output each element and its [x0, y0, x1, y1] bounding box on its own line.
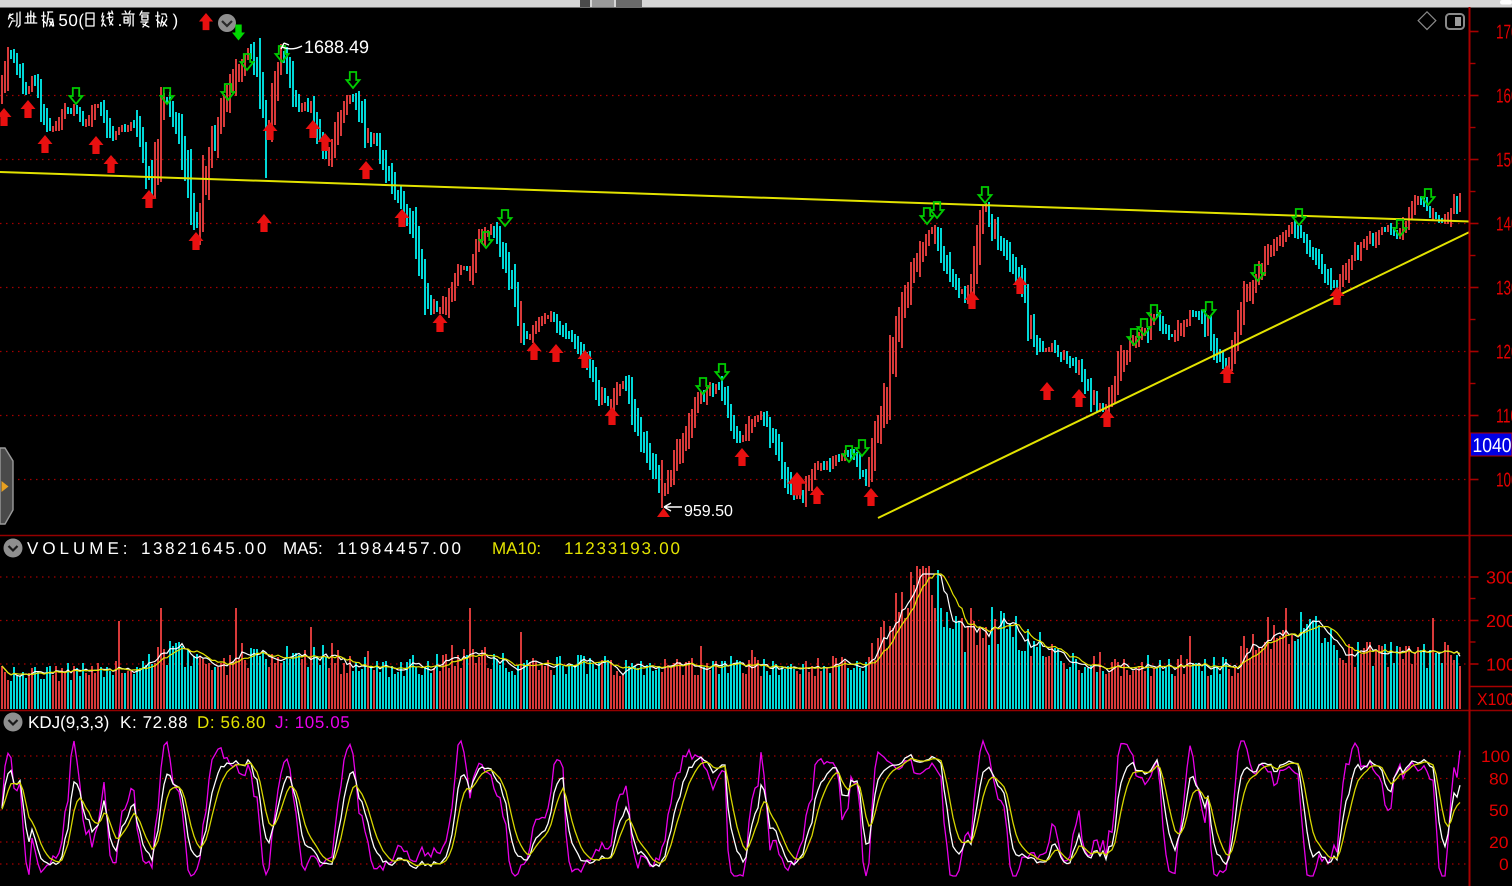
svg-text:VOLUME:: VOLUME:: [27, 539, 132, 558]
svg-text:MA5:: MA5:: [283, 539, 323, 558]
svg-text:1300: 1300: [1496, 278, 1512, 300]
svg-text:.: .: [118, 11, 123, 30]
svg-text:KDJ(9,3,3): KDJ(9,3,3): [28, 713, 109, 732]
svg-text:20: 20: [1489, 834, 1509, 852]
svg-text:1500: 1500: [1496, 150, 1512, 172]
svg-text:0: 0: [68, 11, 77, 30]
svg-text:11233193.00: 11233193.00: [564, 539, 682, 558]
svg-text:K: 72.88: K: 72.88: [120, 713, 188, 732]
svg-text:1100: 1100: [1496, 406, 1512, 428]
svg-text:11984457.00: 11984457.00: [337, 539, 464, 558]
svg-text:100: 100: [1481, 748, 1510, 766]
svg-text:1700: 1700: [1496, 22, 1512, 44]
svg-text:959.50: 959.50: [684, 503, 733, 520]
svg-text:1000: 1000: [1496, 470, 1512, 492]
svg-text:J: 105.05: J: 105.05: [275, 713, 350, 732]
svg-text:13821645.00: 13821645.00: [141, 539, 269, 558]
svg-text:): ): [173, 11, 179, 30]
svg-text:1600: 1600: [1496, 86, 1512, 108]
svg-text:1200: 1200: [1496, 342, 1512, 364]
svg-text:200: 200: [1486, 611, 1512, 631]
svg-text:1688.49: 1688.49: [304, 37, 369, 57]
svg-text:5: 5: [58, 11, 67, 30]
svg-text:(: (: [78, 11, 84, 30]
svg-text:300: 300: [1486, 568, 1512, 588]
svg-text:1400: 1400: [1496, 214, 1512, 236]
svg-text:0: 0: [1499, 856, 1509, 874]
svg-text:1040: 1040: [1473, 435, 1512, 457]
svg-text:100: 100: [1486, 655, 1512, 675]
svg-text:80: 80: [1489, 771, 1509, 789]
svg-text:X100: X100: [1477, 690, 1512, 709]
svg-text:MA10:: MA10:: [492, 539, 541, 558]
svg-text:D: 56.80: D: 56.80: [197, 713, 266, 732]
svg-text:50: 50: [1489, 802, 1509, 820]
